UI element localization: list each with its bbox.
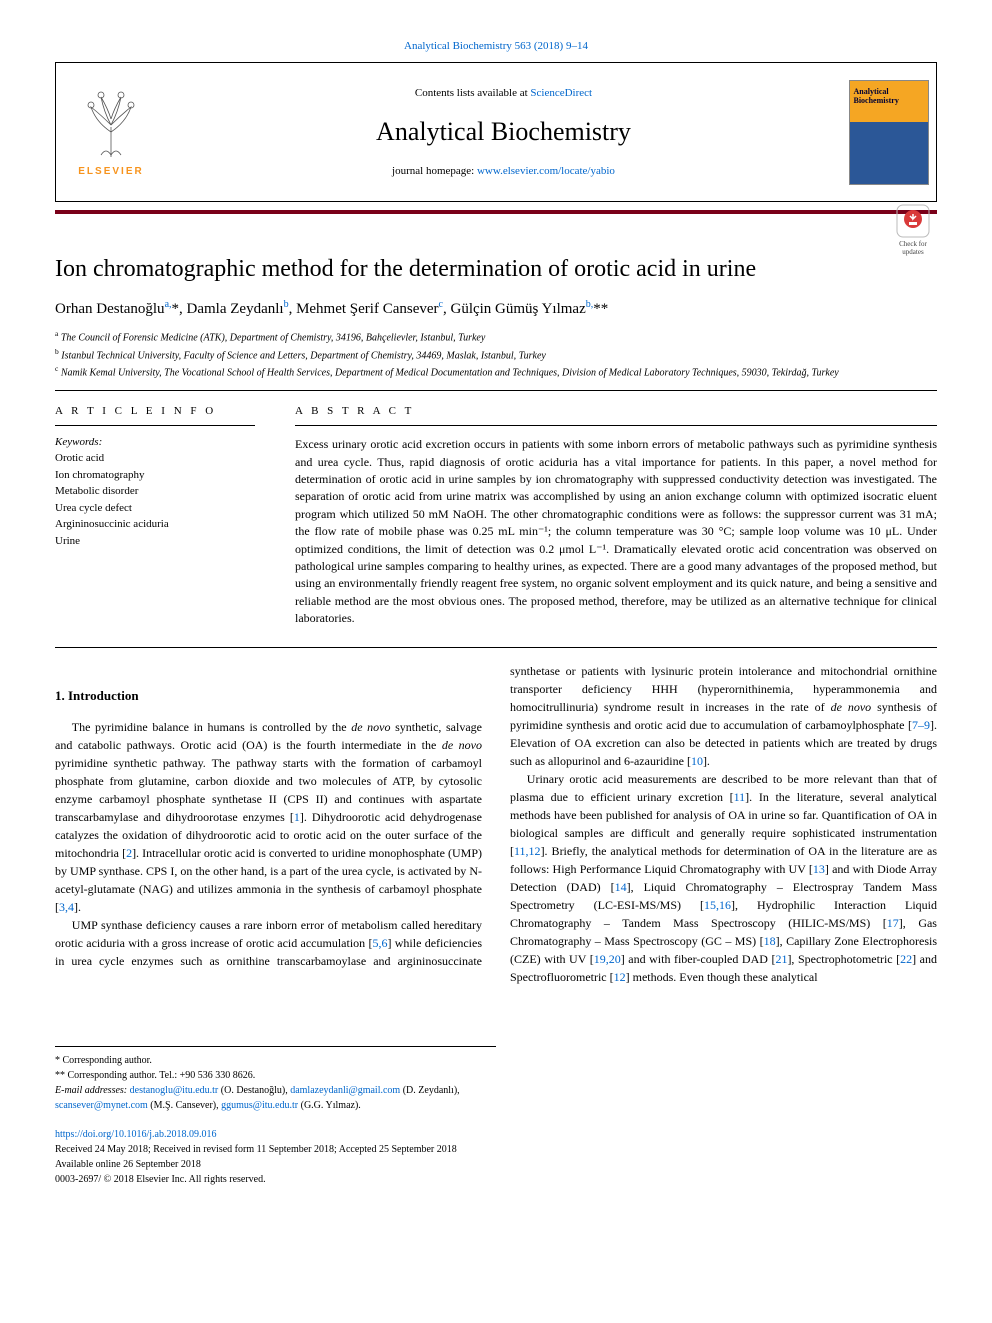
- homepage-link[interactable]: www.elsevier.com/locate/yabio: [477, 165, 615, 177]
- copyright-line: 0003-2697/ © 2018 Elsevier Inc. All righ…: [55, 1172, 937, 1187]
- cover-thumbnail: Analytical Biochemistry: [849, 80, 929, 185]
- keyword-item: Ion chromatography: [55, 467, 255, 484]
- cover-title: Analytical Biochemistry: [854, 87, 928, 105]
- email-line: E-mail addresses: destanoglu@itu.edu.tr …: [55, 1083, 496, 1113]
- abstract-divider: [295, 425, 937, 426]
- article-info-heading: A R T I C L E I N F O: [55, 405, 255, 417]
- email-link[interactable]: damlazeydanli@gmail.com: [290, 1085, 400, 1096]
- abstract-heading: A B S T R A C T: [295, 405, 937, 417]
- abstract-col: A B S T R A C T Excess urinary orotic ac…: [295, 405, 937, 627]
- divider: [55, 390, 937, 391]
- intro-paragraph: The pyrimidine balance in humans is cont…: [55, 718, 482, 916]
- affiliation-a: a The Council of Forensic Medicine (ATK)…: [55, 328, 937, 345]
- body-columns: 1. Introduction The pyrimidine balance i…: [55, 662, 937, 986]
- info-abstract-row: A R T I C L E I N F O Keywords: Orotic a…: [55, 405, 937, 627]
- homepage-prefix: journal homepage:: [392, 165, 477, 177]
- check-updates-badge[interactable]: Check for updates: [889, 204, 937, 256]
- authors-line: Orhan Destanoğlua,*, Damla Zeydanlıb, Me…: [55, 299, 937, 318]
- keyword-item: Metabolic disorder: [55, 483, 255, 500]
- header-accent-bar: [55, 210, 937, 214]
- affiliation-c: c Namik Kemal University, The Vocational…: [55, 363, 937, 380]
- corr-author-2: ** Corresponding author. Tel.: +90 536 3…: [55, 1068, 496, 1083]
- email-link[interactable]: scansever@mynet.com: [55, 1100, 148, 1111]
- intro-heading: 1. Introduction: [55, 686, 482, 706]
- footnotes-block: * Corresponding author. ** Corresponding…: [55, 1046, 496, 1113]
- doi-block: https://doi.org/10.1016/j.ab.2018.09.016…: [55, 1127, 937, 1187]
- abstract-text: Excess urinary orotic acid excretion occ…: [295, 436, 937, 627]
- online-line: Available online 26 September 2018: [55, 1157, 937, 1172]
- contents-prefix: Contents lists available at: [415, 87, 530, 99]
- affiliations: a The Council of Forensic Medicine (ATK)…: [55, 328, 937, 380]
- top-citation-link[interactable]: Analytical Biochemistry 563 (2018) 9–14: [404, 40, 588, 52]
- info-divider: [55, 425, 255, 426]
- elsevier-text: ELSEVIER: [78, 166, 143, 177]
- contents-line: Contents lists available at ScienceDirec…: [415, 87, 592, 99]
- journal-cover: Analytical Biochemistry: [841, 63, 936, 201]
- article-title: Ion chromatographic method for the deter…: [55, 254, 937, 285]
- journal-header: ELSEVIER Contents lists available at Sci…: [55, 62, 937, 202]
- corr-author-1: * Corresponding author.: [55, 1053, 496, 1068]
- email-link[interactable]: destanoglu@itu.edu.tr: [130, 1085, 219, 1096]
- top-citation[interactable]: Analytical Biochemistry 563 (2018) 9–14: [55, 40, 937, 52]
- keyword-item: Argininosuccinic aciduria: [55, 516, 255, 533]
- keywords-list: Orotic acidIon chromatographyMetabolic d…: [55, 450, 255, 549]
- elsevier-logo: ELSEVIER: [56, 63, 166, 201]
- email-label: E-mail addresses:: [55, 1085, 127, 1096]
- keywords-label: Keywords:: [55, 436, 255, 448]
- doi-link[interactable]: https://doi.org/10.1016/j.ab.2018.09.016: [55, 1129, 216, 1140]
- divider-2: [55, 647, 937, 648]
- header-center: Contents lists available at ScienceDirec…: [166, 63, 841, 201]
- check-updates-text: Check for updates: [899, 240, 927, 256]
- affiliation-b: b Istanbul Technical University, Faculty…: [55, 346, 937, 363]
- received-line: Received 24 May 2018; Received in revise…: [55, 1142, 937, 1157]
- email-link[interactable]: ggumus@itu.edu.tr: [221, 1100, 298, 1111]
- journal-name: Analytical Biochemistry: [376, 117, 631, 147]
- intro-paragraph: Urinary orotic acid measurements are des…: [510, 770, 937, 986]
- homepage-line: journal homepage: www.elsevier.com/locat…: [392, 165, 615, 177]
- keyword-item: Orotic acid: [55, 450, 255, 467]
- article-info-col: A R T I C L E I N F O Keywords: Orotic a…: [55, 405, 255, 627]
- keyword-item: Urea cycle defect: [55, 500, 255, 517]
- sciencedirect-link[interactable]: ScienceDirect: [530, 87, 592, 99]
- keyword-item: Urine: [55, 533, 255, 550]
- elsevier-tree-icon: [76, 87, 146, 162]
